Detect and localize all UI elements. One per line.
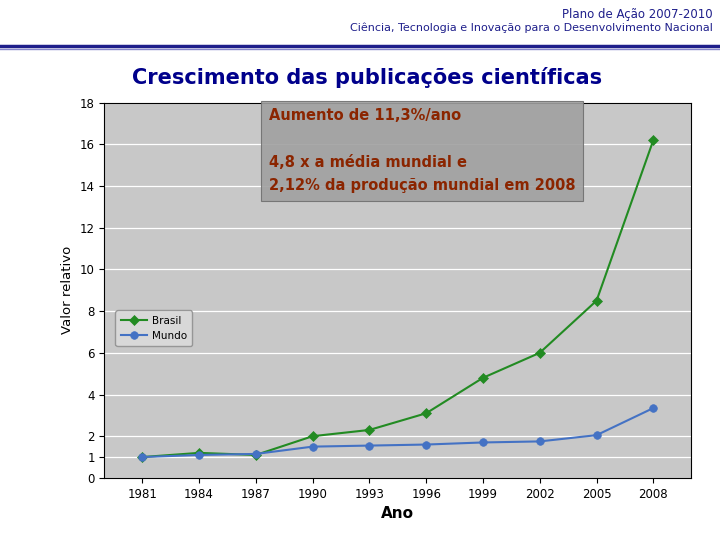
Brasil bbox=[194, 450, 203, 456]
Mundo bbox=[138, 454, 147, 460]
Mundo bbox=[649, 405, 657, 411]
Brasil bbox=[365, 427, 374, 433]
Mundo bbox=[251, 451, 260, 457]
Mundo bbox=[479, 439, 487, 446]
Mundo bbox=[536, 438, 544, 444]
Mundo bbox=[422, 441, 431, 448]
Brasil bbox=[251, 452, 260, 458]
Brasil bbox=[138, 454, 147, 460]
Brasil bbox=[649, 137, 657, 144]
Text: Plano de Ação 2007-2010: Plano de Ação 2007-2010 bbox=[562, 8, 713, 21]
Text: Aumento de 11,3%/ano

4,8 x a média mundial e
2,12% da produção mundial em 2008: Aumento de 11,3%/ano 4,8 x a média mundi… bbox=[269, 108, 575, 193]
Mundo bbox=[593, 432, 601, 438]
Text: Ciência, Tecnologia e Inovação para o Desenvolvimento Nacional: Ciência, Tecnologia e Inovação para o De… bbox=[350, 23, 713, 33]
Legend: Brasil, Mundo: Brasil, Mundo bbox=[115, 310, 192, 346]
Mundo bbox=[194, 452, 203, 458]
Mundo bbox=[308, 443, 317, 450]
Brasil bbox=[422, 410, 431, 416]
Line: Brasil: Brasil bbox=[139, 137, 657, 461]
Brasil bbox=[308, 433, 317, 440]
Y-axis label: Valor relativo: Valor relativo bbox=[61, 246, 74, 334]
Brasil bbox=[536, 349, 544, 356]
Line: Mundo: Mundo bbox=[138, 404, 657, 461]
Text: Crescimento das publicações científicas: Crescimento das publicações científicas bbox=[132, 68, 602, 88]
Mundo bbox=[365, 442, 374, 449]
Brasil bbox=[593, 298, 601, 304]
X-axis label: Ano: Ano bbox=[382, 506, 414, 521]
Brasil bbox=[479, 375, 487, 381]
